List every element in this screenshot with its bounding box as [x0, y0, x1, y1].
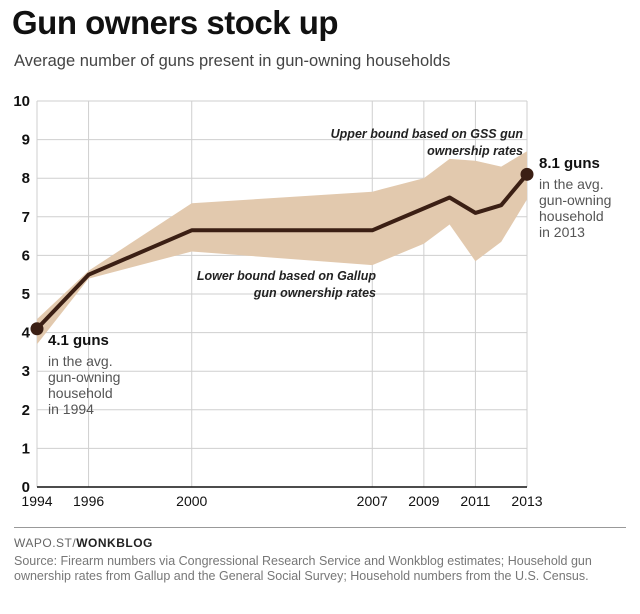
end-callout-line: gun-owning: [539, 192, 611, 208]
series-line: [35, 173, 529, 331]
x-tick-label: 1996: [73, 493, 104, 509]
line-chart: 0 1 2 3 4 5 6 7 8 9 10 1994 1996 2000 2007 2009 2011 201…: [13, 93, 611, 509]
endpoint-marker: [30, 322, 44, 336]
y-tick-label: 7: [22, 209, 30, 226]
y-tick-label: 0: [22, 479, 30, 496]
start-callout-line: in the avg.: [48, 353, 113, 369]
x-tick-label: 2011: [460, 493, 490, 509]
x-axis-ticks: 1994 1996 2000 2007 2009 2011 2013: [21, 493, 542, 509]
confidence-band: [37, 151, 527, 345]
end-callout-line: in the avg.: [539, 176, 604, 192]
start-callout-line: gun-owning: [48, 369, 120, 385]
footer-divider: [14, 527, 626, 528]
start-callout-line: household: [48, 385, 113, 401]
y-tick-label: 4: [22, 325, 31, 342]
chart-subtitle: Average number of guns present in gun-ow…: [14, 52, 451, 70]
chart-title: Gun owners stock up: [12, 4, 339, 41]
y-tick-label: 10: [13, 93, 30, 110]
x-tick-label: 2000: [176, 493, 207, 509]
end-callout-line: in 2013: [539, 224, 585, 240]
y-tick-label: 5: [22, 286, 30, 303]
y-tick-label: 1: [22, 440, 30, 457]
series-points: [30, 167, 534, 336]
y-tick-label: 9: [22, 132, 30, 149]
x-tick-label: 2013: [511, 493, 542, 509]
end-callout-value: 8.1 guns: [539, 155, 600, 172]
y-tick-label: 6: [22, 247, 30, 264]
start-callout-line: in 1994: [48, 401, 94, 417]
upper-bound-label-line2: ownership rates: [427, 144, 523, 158]
start-callout-value: 4.1 guns: [48, 332, 109, 349]
y-tick-label: 8: [22, 170, 30, 187]
credit-brand: WONKBLOG: [76, 536, 153, 550]
credit-prefix: WAPO.ST/: [14, 536, 77, 550]
credit-line[interactable]: WAPO.ST/WONKBLOG: [14, 536, 153, 550]
y-axis-ticks: 0 1 2 3 4 5 6 7 8 9 10: [13, 93, 30, 496]
lower-bound-label-line2: gun ownership rates: [253, 286, 376, 300]
endpoint-marker: [520, 167, 534, 181]
source-note: Source: Firearm numbers via Congressiona…: [14, 554, 592, 583]
upper-bound-label-line1: Upper bound based on GSS gun: [331, 127, 524, 141]
end-callout-line: household: [539, 208, 604, 224]
lower-bound-label-line1: Lower bound based on Gallup: [197, 269, 377, 283]
x-tick-label: 2009: [408, 493, 439, 509]
x-tick-label: 1994: [21, 493, 52, 509]
x-tick-label: 2007: [357, 493, 388, 509]
y-tick-label: 2: [22, 402, 30, 419]
y-tick-label: 3: [22, 363, 30, 380]
